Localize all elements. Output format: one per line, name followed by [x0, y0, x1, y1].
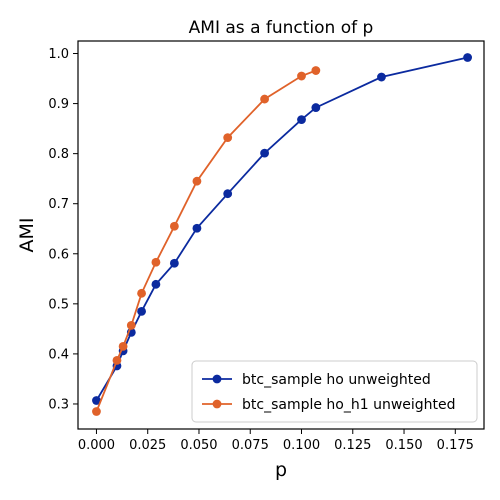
x-axis-label: p	[275, 459, 287, 481]
y-tick-label: 1.0	[48, 47, 69, 62]
series-1-point	[170, 259, 179, 268]
series-1-point	[297, 115, 306, 124]
series-2-point	[297, 72, 306, 81]
series-1-point	[152, 280, 161, 289]
series-1-point	[193, 224, 202, 233]
legend: btc_sample ho unweighted btc_sample ho_h1…	[192, 361, 477, 422]
series-2-point	[152, 258, 161, 267]
y-tick-label: 0.4	[48, 347, 69, 362]
y-tick-label: 0.7	[48, 197, 69, 212]
series-2-point	[113, 356, 122, 365]
legend-marker-2	[213, 400, 222, 409]
series-2-point	[260, 95, 269, 104]
y-tick-label: 0.3	[48, 397, 69, 412]
series-1-point	[223, 189, 232, 198]
series-2-point	[193, 177, 202, 186]
series-1-point	[137, 307, 146, 316]
x-tick-label: 0.125	[334, 438, 371, 453]
x-tick-label: 0.075	[232, 438, 269, 453]
legend-label-2: btc_sample ho_h1 unweighted	[242, 397, 456, 413]
y-tick-label: 0.5	[48, 297, 69, 312]
legend-label-1: btc_sample ho unweighted	[242, 372, 431, 388]
legend-marker-1	[213, 375, 222, 384]
y-tick-label: 0.6	[48, 247, 69, 262]
series-2-point	[170, 222, 179, 231]
chart-title: AMI as a function of p	[189, 18, 374, 38]
series-1-point	[311, 103, 320, 112]
series-2-point	[137, 289, 146, 298]
x-tick-label: 0.050	[180, 438, 217, 453]
series-1-point	[463, 53, 472, 62]
x-tick-label: 0.150	[385, 438, 422, 453]
x-tick-label: 0.000	[78, 438, 115, 453]
series-2-point	[311, 66, 320, 75]
series-1-point	[260, 149, 269, 158]
y-tick-label: 0.8	[48, 147, 69, 162]
series-2-point	[92, 407, 101, 416]
series-2-point	[223, 133, 232, 142]
x-tick-label: 0.025	[129, 438, 166, 453]
x-tick-label: 0.175	[437, 438, 474, 453]
series-1-point	[377, 73, 386, 82]
y-tick-label: 0.9	[48, 97, 69, 112]
y-axis-label: AMI	[16, 218, 38, 253]
series-2-point	[119, 342, 128, 351]
series-2-point	[127, 321, 136, 330]
x-tick-label: 0.100	[283, 438, 320, 453]
